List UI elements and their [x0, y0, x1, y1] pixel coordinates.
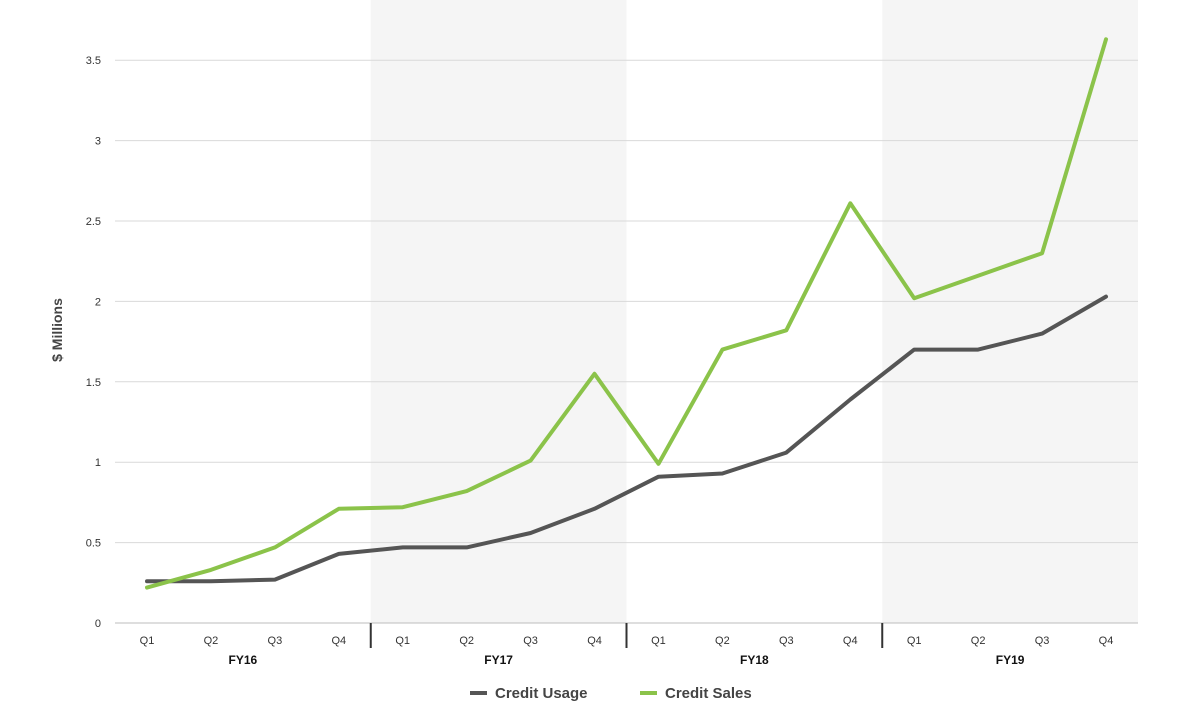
legend-label-credit-sales: Credit Sales — [665, 685, 752, 702]
series-lines — [145, 37, 1108, 590]
x-tick-label: Q4 — [587, 635, 602, 647]
series-line-credit-sales — [145, 37, 1108, 590]
x-tick-label: Q4 — [1099, 635, 1114, 647]
x-tick-label: Q2 — [204, 635, 219, 647]
x-tick-label: Q1 — [651, 635, 666, 647]
x-tick-label: Q3 — [779, 635, 794, 647]
series-line-credit-usage — [145, 294, 1108, 584]
x-tick-label: Q3 — [523, 635, 538, 647]
x-tick-label: Q2 — [971, 635, 986, 647]
x-tick-label: Q2 — [459, 635, 474, 647]
x-tick-label: Q4 — [331, 635, 346, 647]
y-tick-label: 0 — [95, 618, 101, 630]
x-tick-label: Q4 — [843, 635, 858, 647]
y-tick-label: 2 — [95, 296, 101, 308]
y-tick-label: 3.5 — [86, 55, 101, 67]
band-fy17 — [370, 0, 627, 623]
fiscal-year-bands — [370, 0, 1138, 623]
y-tick-label: 1.5 — [86, 377, 101, 389]
legend-label-credit-usage: Credit Usage — [495, 685, 588, 702]
y-tick-label: 1 — [95, 457, 101, 469]
x-tick-label: Q1 — [140, 635, 155, 647]
x-tick-label: Q1 — [395, 635, 410, 647]
legend: Credit Usage Credit Sales — [470, 685, 752, 702]
fiscal-year-label: FY18 — [740, 653, 769, 667]
fiscal-year-label: FY17 — [484, 653, 513, 667]
fiscal-year-label: FY19 — [996, 653, 1025, 667]
y-tick-label: 2.5 — [86, 216, 101, 228]
x-axis-ticks: Q1 Q2 Q3 Q4 Q1 Q2 Q3 Q4 Q1 Q2 Q3 Q4 Q1 Q2 Q3 Q4 — [140, 635, 1114, 647]
y-tick-label: 0.5 — [86, 538, 101, 550]
y-axis-label: $ Millions — [49, 298, 65, 362]
x-tick-label: Q2 — [715, 635, 730, 647]
x-tick-label: Q1 — [907, 635, 922, 647]
fiscal-year-label: FY16 — [229, 653, 258, 667]
fiscal-year-labels: FY16 FY17 FY18 FY19 — [229, 623, 1025, 667]
x-tick-label: Q3 — [268, 635, 283, 647]
y-tick-label: 3 — [95, 136, 101, 148]
x-tick-label: Q3 — [1035, 635, 1050, 647]
y-axis-ticks: 0 0.5 1 1.5 2 2.5 3 3.5 — [86, 55, 101, 630]
band-fy19 — [882, 0, 1138, 623]
